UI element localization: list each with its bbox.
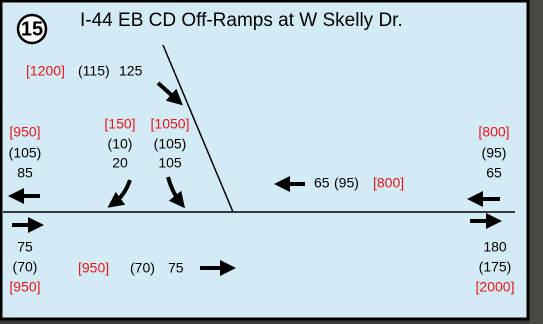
volume: (105) (9, 145, 42, 161)
volume: [1050] (151, 116, 190, 132)
volume: (95) (334, 175, 359, 191)
volume: 75 (17, 239, 33, 255)
volume: [950] (9, 279, 40, 295)
volume: [1200] (26, 63, 65, 79)
volume: (115) (78, 63, 110, 79)
volume: 20 (112, 155, 128, 171)
volume: (10) (108, 136, 133, 152)
volume: (70) (130, 260, 155, 276)
volume: 180 (483, 239, 507, 255)
volume: (105) (154, 136, 187, 152)
volume: 85 (17, 165, 33, 181)
volume: (70) (13, 259, 38, 275)
volume: [800] (478, 124, 509, 140)
volume: 105 (158, 155, 182, 171)
volume: [150] (104, 116, 135, 132)
volume: [950] (9, 124, 40, 140)
page: 15 I-44 EB CD Off-Ramps at W Skelly Dr. … (0, 0, 543, 324)
volume: (95) (482, 145, 507, 161)
photo-edge (529, 0, 543, 324)
volume: 75 (168, 260, 184, 276)
volume: 125 (119, 63, 143, 79)
diagram: 15 I-44 EB CD Off-Ramps at W Skelly Dr. … (0, 0, 543, 324)
volume: [800] (373, 175, 404, 191)
badge-number: 15 (21, 18, 43, 40)
volume: (175) (479, 259, 512, 275)
title: I-44 EB CD Off-Ramps at W Skelly Dr. (80, 10, 403, 31)
volume: [950] (78, 260, 109, 276)
volume: 65 (314, 175, 330, 191)
volume: [2000] (476, 279, 515, 295)
volume: 65 (486, 165, 502, 181)
